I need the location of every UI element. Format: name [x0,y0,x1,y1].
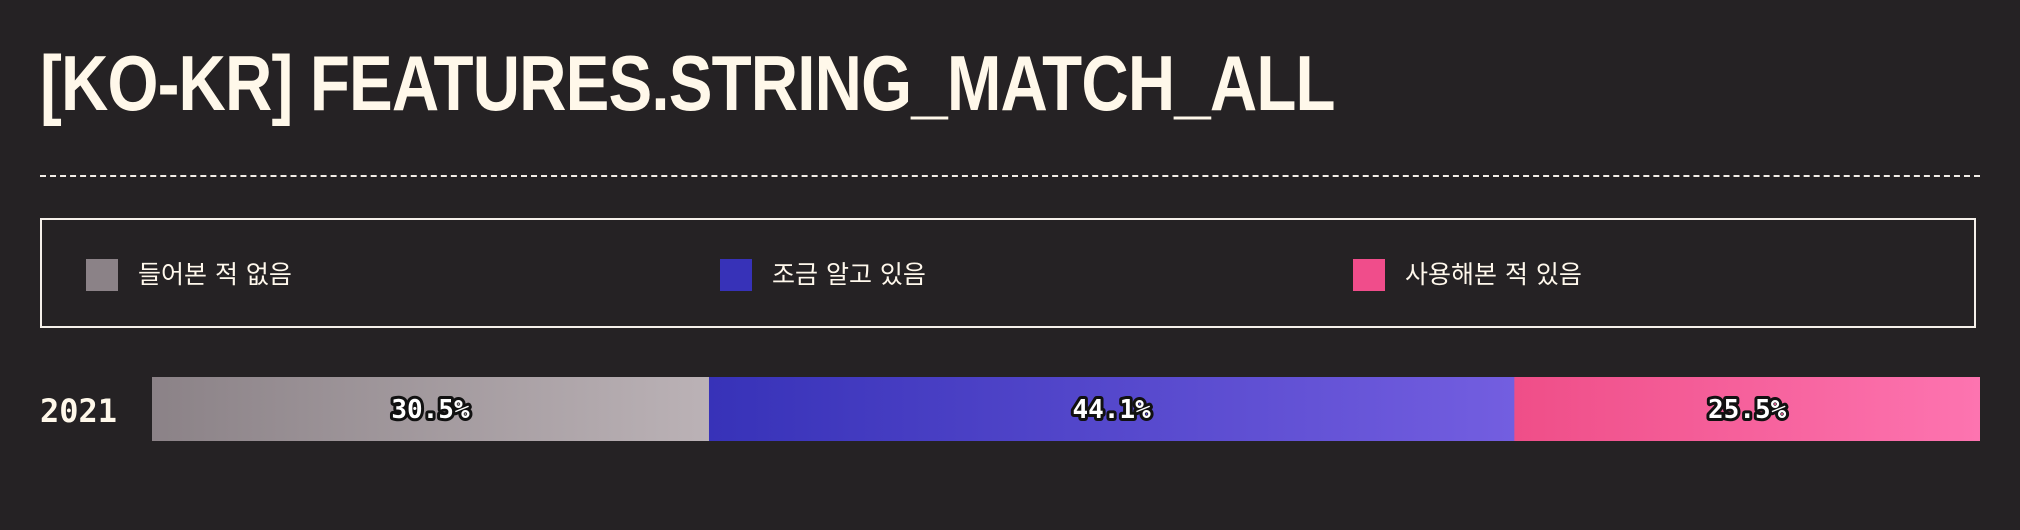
chart-legend: 들어본 적 없음 조금 알고 있음 사용해본 적 있음 [40,218,1976,328]
legend-label-never-heard: 들어본 적 없음 [138,260,292,289]
bar-segment-3[interactable] [1514,377,1980,441]
bar-segment-label-1: 30.5% [391,395,470,425]
stacked-bar-chart: 30.5% 44.1% 25.5% [152,377,1980,441]
legend-label-know-a-little: 조금 알고 있음 [772,260,926,289]
legend-item-never-heard[interactable]: 들어본 적 없음 [86,258,292,292]
bar-segment-1[interactable] [152,377,710,441]
bar-segments: 30.5% 44.1% 25.5% [152,377,1980,441]
legend-item-used-it[interactable]: 사용해본 적 있음 [1353,258,1582,292]
bar-segment-label-2: 44.1% [1073,395,1152,425]
bar-segment-label-3: 25.5% [1708,395,1787,425]
legend-swatch-never-heard [86,259,118,291]
legend-label-used-it: 사용해본 적 있음 [1405,260,1582,289]
category-label-2021: 2021 [40,392,118,430]
legend-swatch-used-it [1353,259,1385,291]
legend-item-know-a-little[interactable]: 조금 알고 있음 [720,258,926,292]
bar-segment-2[interactable] [708,377,1515,441]
page-title: [KO-KR] FEATURES.STRING_MATCH_ALL [40,39,1336,127]
dashed-divider [40,175,1980,177]
legend-swatch-know-a-little [720,259,752,291]
